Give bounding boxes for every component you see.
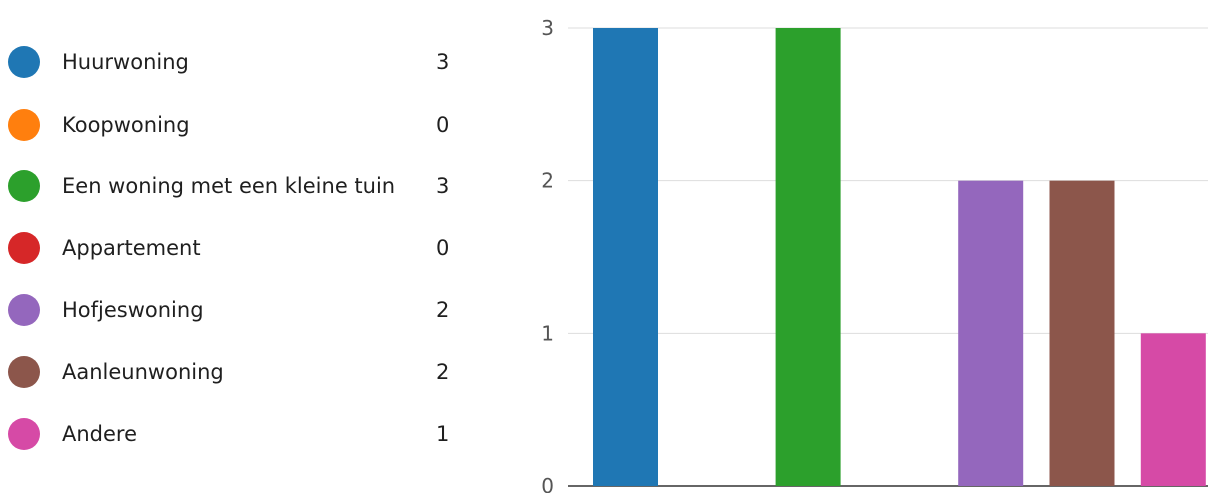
bar[interactable]	[775, 28, 841, 486]
legend-swatch	[8, 356, 40, 388]
legend-item: Andere 1	[8, 414, 458, 454]
y-tick-label: 3	[541, 16, 554, 40]
legend-item: Koopwoning 0	[8, 105, 458, 145]
legend-item: Huurwoning 3	[8, 42, 458, 82]
legend-count: 1	[436, 422, 450, 446]
legend-item: Hofjeswoning 2	[8, 290, 458, 330]
y-tick-label: 2	[541, 169, 554, 193]
legend-count: 3	[436, 50, 450, 74]
legend-label: Andere	[62, 422, 138, 446]
y-tick-label: 1	[541, 321, 554, 345]
legend-item: Een woning met een kleine tuin 3	[8, 166, 458, 206]
chart-legend: Huurwoning 3 Koopwoning 0 Een woning met…	[8, 0, 468, 493]
legend-label: Een woning met een kleine tuin	[62, 174, 396, 198]
legend-swatch	[8, 46, 40, 78]
legend-label: Appartement	[62, 236, 201, 260]
legend-swatch	[8, 294, 40, 326]
legend-item: Appartement 0	[8, 228, 458, 268]
legend-count: 3	[436, 174, 450, 198]
legend-count: 0	[436, 236, 450, 260]
bar[interactable]	[1140, 333, 1206, 486]
legend-label: Huurwoning	[62, 50, 189, 74]
legend-swatch	[8, 232, 40, 264]
bar[interactable]	[593, 28, 658, 486]
legend-count: 2	[436, 298, 450, 322]
legend-label: Hofjeswoning	[62, 298, 204, 322]
legend-count: 0	[436, 113, 450, 137]
bar[interactable]	[958, 180, 1024, 486]
bar[interactable]	[1049, 180, 1115, 486]
y-tick-label: 0	[541, 474, 554, 493]
legend-count: 2	[436, 360, 450, 384]
legend-swatch	[8, 418, 40, 450]
legend-swatch	[8, 170, 40, 202]
legend-label: Aanleunwoning	[62, 360, 224, 384]
legend-label: Koopwoning	[62, 113, 190, 137]
legend-item: Aanleunwoning 2	[8, 352, 458, 392]
legend-swatch	[8, 109, 40, 141]
